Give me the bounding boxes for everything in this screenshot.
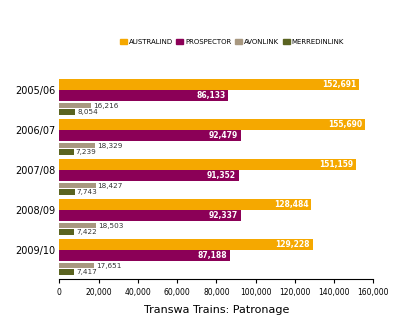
Text: 18,329: 18,329 xyxy=(97,143,123,148)
Text: 17,651: 17,651 xyxy=(96,263,121,269)
Text: 128,484: 128,484 xyxy=(274,200,309,209)
Bar xyxy=(59,170,239,181)
Bar xyxy=(59,159,356,170)
Bar xyxy=(59,183,96,188)
Bar xyxy=(59,143,95,148)
Bar xyxy=(59,149,74,155)
Text: 7,743: 7,743 xyxy=(77,189,97,195)
Text: 91,352: 91,352 xyxy=(207,171,236,180)
Bar xyxy=(59,250,230,261)
Bar xyxy=(59,229,74,235)
X-axis label: Transwa Trains: Patronage: Transwa Trains: Patronage xyxy=(144,305,289,315)
Text: 7,239: 7,239 xyxy=(76,149,96,155)
Legend: AUSTRALIND, PROSPECTOR, AVONLINK, MERREDINLINK: AUSTRALIND, PROSPECTOR, AVONLINK, MERRED… xyxy=(117,36,347,48)
Text: 18,503: 18,503 xyxy=(98,223,123,229)
Bar xyxy=(59,239,313,250)
Text: 92,479: 92,479 xyxy=(208,131,238,140)
Bar xyxy=(59,79,359,90)
Bar xyxy=(59,90,228,101)
Bar xyxy=(59,189,75,195)
Bar xyxy=(59,109,75,115)
Bar xyxy=(59,119,365,130)
Text: 7,422: 7,422 xyxy=(76,229,97,235)
Bar xyxy=(59,269,74,275)
Bar xyxy=(59,130,241,141)
Text: 155,690: 155,690 xyxy=(328,120,362,129)
Text: 151,159: 151,159 xyxy=(319,160,353,169)
Text: 87,188: 87,188 xyxy=(198,251,227,260)
Text: 86,133: 86,133 xyxy=(196,91,225,100)
Bar xyxy=(59,210,240,221)
Text: 8,054: 8,054 xyxy=(77,109,98,115)
Text: 152,691: 152,691 xyxy=(322,80,356,89)
Bar xyxy=(59,263,94,268)
Text: 92,337: 92,337 xyxy=(208,211,238,220)
Text: 7,417: 7,417 xyxy=(76,269,97,275)
Text: 129,228: 129,228 xyxy=(276,240,310,249)
Bar xyxy=(59,223,96,228)
Text: 18,427: 18,427 xyxy=(97,182,123,189)
Bar xyxy=(59,199,311,210)
Text: 16,216: 16,216 xyxy=(93,103,118,109)
Bar xyxy=(59,103,91,109)
